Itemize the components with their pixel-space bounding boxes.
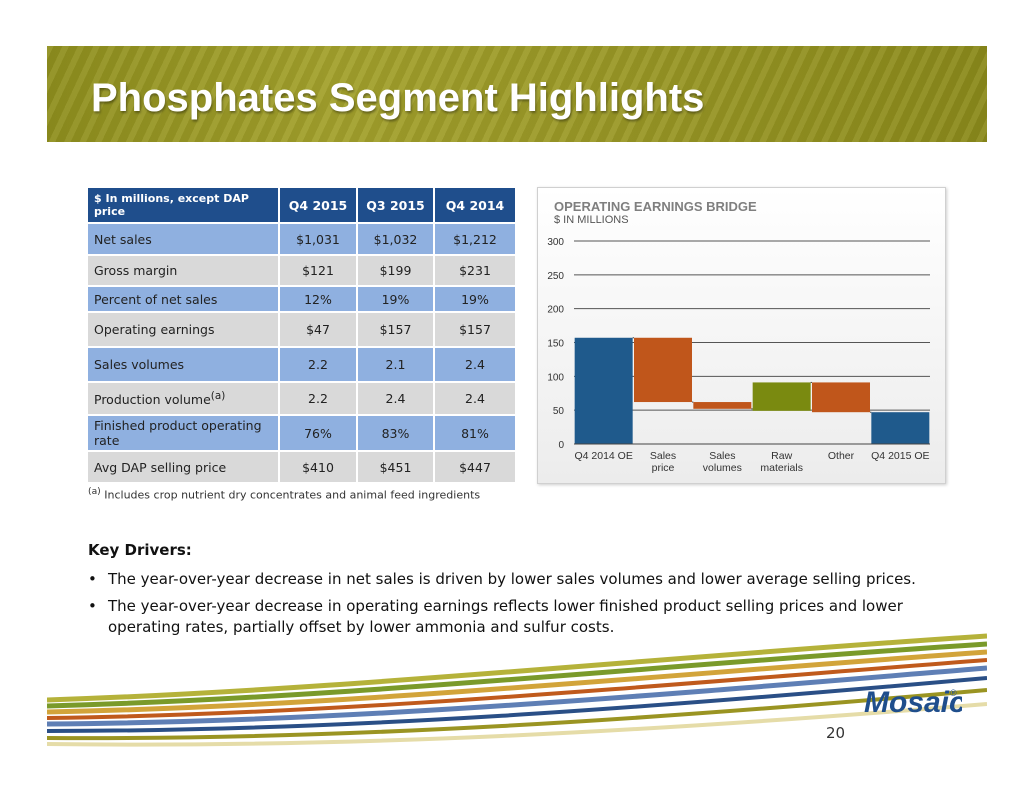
x-category-label: Other — [828, 450, 855, 462]
bullet-text: The year-over-year decrease in net sales… — [108, 570, 916, 588]
x-category-label: volumes — [703, 462, 742, 474]
x-category-label: Raw — [771, 450, 792, 462]
table-header: Q4 2014 — [434, 188, 517, 224]
row-label-text: Sales volumes — [94, 357, 185, 372]
table-cell: $1,212 — [434, 223, 517, 256]
table-cell: 12% — [279, 286, 358, 313]
row-label-text: Gross margin — [94, 263, 178, 278]
table-cell: $1,031 — [279, 223, 358, 256]
row-label-text: Production volume — [94, 392, 211, 408]
y-tick-label: 150 — [547, 339, 564, 350]
x-category-label: price — [652, 462, 675, 474]
title-banner: Phosphates Segment Highlights — [47, 46, 987, 142]
row-label: Gross margin — [88, 255, 280, 287]
table-cell: $157 — [434, 312, 517, 348]
mosaic-logo: Mosaic ® — [864, 686, 962, 719]
y-tick-label: 50 — [553, 406, 565, 417]
decorative-stripes — [47, 633, 987, 747]
table-footnote: (a) Includes crop nutrient dry concentra… — [88, 486, 480, 502]
bullet-icon: • — [88, 570, 97, 588]
table-cell: $47 — [279, 312, 358, 348]
row-label: Production volume(a) — [88, 382, 280, 416]
table-cell: $157 — [357, 312, 435, 348]
table-cell: 2.1 — [357, 347, 435, 383]
y-tick-label: 250 — [547, 271, 564, 282]
x-category-label: materials — [760, 462, 803, 474]
waterfall-bar — [574, 337, 633, 444]
table-cell: $447 — [434, 451, 517, 484]
table-row: Finished product operating rate 76% 83% 81% — [88, 415, 517, 452]
row-label: Finished product operating rate — [88, 415, 280, 452]
row-label: Avg DAP selling price — [88, 451, 280, 484]
bullet-text: The year-over-year decrease in operating… — [108, 597, 903, 636]
table-row: Avg DAP selling price $410 $451 $447 — [88, 451, 517, 484]
logo-text: Mosaic — [864, 686, 962, 719]
page-number: 20 — [826, 724, 846, 742]
footnote-text: Includes crop nutrient dry concentrates … — [104, 488, 481, 502]
table-cell: 2.4 — [434, 347, 517, 383]
table-header: $ In millions, except DAP price — [88, 188, 280, 224]
row-label-text: Percent of net sales — [94, 291, 218, 307]
row-label-text: Avg DAP selling price — [94, 459, 227, 475]
key-drivers: Key Drivers: • The year-over-year decrea… — [88, 540, 948, 644]
y-tick-label: 0 — [558, 440, 564, 451]
table-cell: 19% — [434, 286, 517, 313]
footnote-mark: (a) — [88, 486, 101, 497]
table-cell: 2.2 — [279, 382, 358, 416]
chart-subtitle: $ IN MILLIONS — [554, 214, 629, 226]
row-label: Operating earnings — [88, 312, 280, 348]
table-cell: 2.4 — [357, 382, 435, 416]
table-row: Production volume(a) 2.2 2.4 2.4 — [88, 382, 517, 416]
waterfall-bar — [871, 412, 930, 444]
table-cell: 2.2 — [279, 347, 358, 383]
table-cell: 2.4 — [434, 382, 517, 416]
bullet-item: • The year-over-year decrease in net sal… — [88, 569, 948, 590]
waterfall-bar — [634, 337, 692, 403]
row-label-text: Finished product operating rate — [94, 418, 262, 448]
table-cell: 76% — [279, 415, 358, 452]
table-cell: $1,032 — [357, 223, 435, 256]
table-cell: $410 — [279, 451, 358, 484]
financial-table: $ In millions, except DAP price Q4 2015 … — [88, 188, 517, 484]
table-cell: $231 — [434, 255, 517, 287]
chart-svg: OPERATING EARNINGS BRIDGE$ IN MILLIONS 0 5… — [547, 199, 930, 474]
operating-earnings-chart: OPERATING EARNINGS BRIDGE $ IN MILLIONS 0 5… — [537, 187, 946, 484]
table-cell: 83% — [357, 415, 435, 452]
x-category-label: Sales — [709, 450, 735, 462]
row-label: Net sales — [88, 223, 280, 256]
table-cell: 19% — [357, 286, 435, 313]
table-row: Sales volumes 2.2 2.1 2.4 — [88, 347, 517, 383]
table-row: Operating earnings $47 $157 $157 — [88, 312, 517, 348]
logo-mark: ® — [950, 688, 957, 698]
slide-title: Phosphates Segment Highlights — [91, 76, 705, 120]
table-cell: $121 — [279, 255, 358, 287]
waterfall-bar — [752, 382, 811, 411]
row-label-footnote-mark: (a) — [210, 389, 226, 402]
bullet-icon: • — [88, 597, 97, 615]
x-category-label: Q4 2014 OE — [574, 450, 632, 462]
y-tick-label: 300 — [547, 237, 564, 248]
table-cell: $451 — [357, 451, 435, 484]
waterfall-bar — [812, 382, 870, 413]
table-header: Q4 2015 — [279, 188, 358, 224]
key-drivers-heading: Key Drivers: — [88, 541, 192, 559]
row-label-text: Operating earnings — [94, 322, 215, 337]
table-header-row: $ In millions, except DAP price Q4 2015 … — [88, 188, 517, 224]
y-tick-label: 200 — [547, 305, 564, 316]
bullet-item: • The year-over-year decrease in operati… — [88, 596, 948, 638]
chart-title: OPERATING EARNINGS BRIDGE — [554, 199, 757, 214]
table-cell: $199 — [357, 255, 435, 287]
x-category-label: Q4 2015 OE — [871, 450, 929, 462]
x-category-label: Sales — [650, 450, 676, 462]
table-row: Gross margin $121 $199 $231 — [88, 255, 517, 287]
row-label-text: Net sales — [94, 231, 152, 247]
y-tick-label: 100 — [547, 372, 564, 383]
row-label: Percent of net sales — [88, 286, 280, 313]
table-header: Q3 2015 — [357, 188, 435, 224]
table-row: Net sales $1,031 $1,032 $1,212 — [88, 223, 517, 256]
table-cell: 81% — [434, 415, 517, 452]
table-row: Percent of net sales 12% 19% 19% — [88, 286, 517, 313]
waterfall-bar — [693, 402, 752, 409]
row-label: Sales volumes — [88, 347, 280, 383]
